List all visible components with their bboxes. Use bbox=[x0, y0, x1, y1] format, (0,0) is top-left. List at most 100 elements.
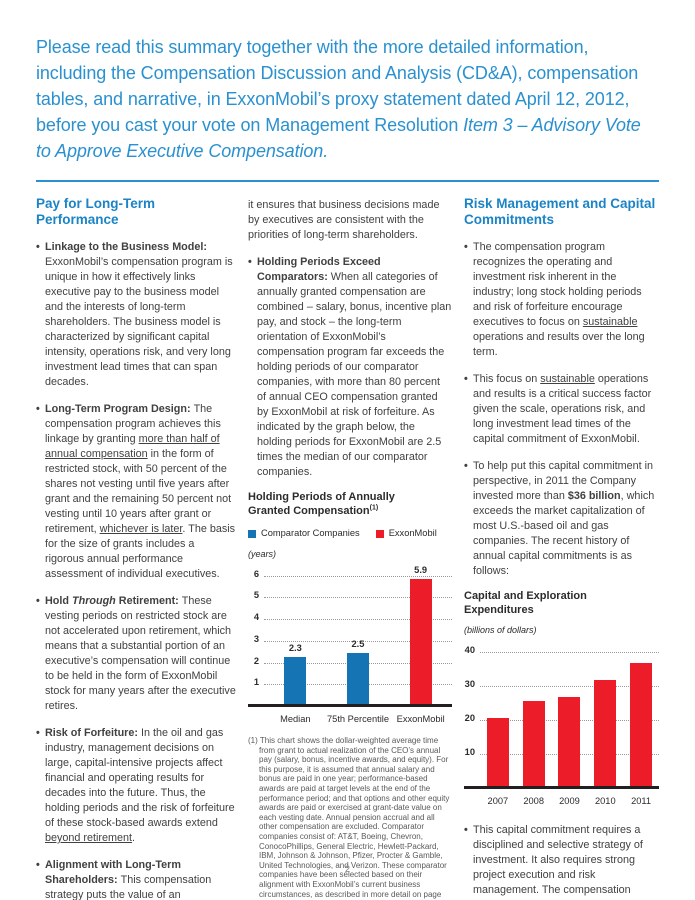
holding-periods-chart: Holding Periods of Annually Granted Comp… bbox=[248, 491, 452, 727]
bullet-marker: • bbox=[464, 241, 468, 253]
legend-label: Comparator Companies bbox=[261, 528, 360, 538]
y-tick-label: 30 bbox=[464, 679, 475, 690]
intro-paragraph: Please read this summary together with t… bbox=[36, 37, 641, 161]
continuation-paragraph: it ensures that business decisions made … bbox=[248, 199, 440, 241]
chart-plot-area: 10 20 30 40 bbox=[464, 643, 659, 789]
bar-group: 2.5 bbox=[346, 637, 369, 707]
bullet-marker: • bbox=[464, 373, 468, 385]
content-columns: Pay for Long-Term Performance • Linkage t… bbox=[36, 196, 659, 900]
legend-item: ExxonMobil bbox=[375, 526, 437, 541]
bullet-marker: • bbox=[36, 727, 40, 739]
x-axis-labels: Median 75th Percentile ExxonMobil bbox=[264, 712, 452, 727]
chart-title: Holding Periods of Annually Granted Comp… bbox=[248, 491, 403, 518]
bar bbox=[346, 652, 369, 707]
legend-swatch-icon bbox=[375, 529, 384, 538]
legend-item: Comparator Companies bbox=[248, 526, 360, 541]
y-tick-label: 4 bbox=[253, 612, 259, 623]
bullet-marker: • bbox=[464, 824, 468, 836]
bullet-marker: • bbox=[248, 256, 252, 268]
bullet-linkage-business-model: • Linkage to the Business Model: ExxonMob… bbox=[36, 240, 236, 390]
chart-plot-area: 1 2 3 4 5 6 2.3 2.5 5.9 bbox=[248, 565, 452, 707]
chart-unit-label: (billions of dollars) bbox=[464, 625, 537, 635]
bars: 2.3 2.5 5.9 bbox=[264, 565, 452, 707]
left-column-heading: Pay for Long-Term Performance bbox=[36, 196, 156, 227]
x-axis-labels: 2007 2008 2009 2010 2011 bbox=[480, 794, 659, 809]
y-tick-label: 5 bbox=[253, 590, 259, 601]
bullet-long-term-program-design: • Long-Term Program Design: The compensat… bbox=[36, 402, 236, 582]
bullet-text: Risk of Forfeiture: In the oil and gas i… bbox=[45, 727, 235, 844]
bullet-marker: • bbox=[36, 859, 40, 871]
bar-group bbox=[486, 717, 509, 789]
y-tick-label: 10 bbox=[464, 747, 475, 758]
chart-title-footnote-ref: (1) bbox=[369, 503, 379, 511]
bar bbox=[594, 680, 617, 789]
y-tick-label: 6 bbox=[253, 568, 259, 579]
bar bbox=[558, 697, 581, 789]
bar-value-label: 2.5 bbox=[351, 638, 365, 649]
y-tick-label: 40 bbox=[464, 645, 475, 656]
bar-group bbox=[630, 663, 653, 789]
bullet-hold-through-retirement: • Hold Through Retirement: These vesting … bbox=[36, 594, 236, 714]
bar-group bbox=[558, 697, 581, 789]
middle-column: it ensures that business decisions made … bbox=[248, 196, 452, 900]
bar-value-label: 2.3 bbox=[288, 643, 302, 654]
chart-title-text: Capital and Exploration Expenditures bbox=[464, 590, 587, 616]
bar bbox=[284, 657, 307, 707]
page-number: 2 bbox=[344, 864, 350, 874]
legend-label: ExxonMobil bbox=[388, 528, 437, 538]
bullet-text: Holding Periods Exceed Comparators: When… bbox=[257, 256, 452, 478]
bullet-marker: • bbox=[36, 403, 40, 415]
chart-title-text: Holding Periods of Annually Granted Comp… bbox=[248, 491, 395, 517]
x-axis-line bbox=[464, 786, 659, 789]
x-tick-label: 2009 bbox=[559, 796, 580, 806]
y-tick-label: 20 bbox=[464, 713, 475, 724]
bullet-program-recognizes-risk: • The compensation program recognizes the… bbox=[464, 240, 659, 360]
bar-group bbox=[594, 680, 617, 789]
grid-line bbox=[264, 575, 452, 577]
bar bbox=[486, 717, 509, 789]
bars bbox=[480, 643, 659, 789]
x-tick-label: Median bbox=[280, 714, 311, 724]
y-tick-label: 2 bbox=[253, 655, 259, 666]
grid-line bbox=[480, 652, 659, 654]
bullet-marker: • bbox=[36, 241, 40, 253]
bullet-risk-of-forfeiture: • Risk of Forfeiture: In the oil and gas … bbox=[36, 726, 236, 846]
bullet-text: Hold Through Retirement: These vesting p… bbox=[45, 595, 236, 712]
bar-group: 2.3 bbox=[284, 641, 307, 707]
bar-group bbox=[522, 700, 545, 789]
header-divider bbox=[36, 180, 659, 182]
grid-line bbox=[480, 686, 659, 688]
chart-unit-label: (years) bbox=[248, 549, 277, 559]
bar bbox=[630, 663, 653, 789]
y-axis-labels: 1 2 3 4 5 6 bbox=[248, 567, 264, 707]
y-axis-labels: 10 20 30 40 bbox=[464, 643, 480, 789]
bullet-capital-commitment-perspective: • To help put this capital commitment in … bbox=[464, 459, 659, 579]
chart-footnote: (1) This chart shows the dollar-weighted… bbox=[248, 736, 450, 900]
bullet-text: This focus on sustainable operations and… bbox=[473, 373, 652, 445]
bullet-sustainable-focus: • This focus on sustainable operations an… bbox=[464, 372, 659, 447]
bar-value-label: 5.9 bbox=[414, 564, 428, 575]
x-tick-label: ExxonMobil bbox=[396, 714, 445, 724]
chart-title: Capital and Exploration Expenditures bbox=[464, 590, 659, 617]
y-tick-label: 1 bbox=[253, 677, 259, 688]
bullet-text: To help put this capital commitment in p… bbox=[473, 460, 655, 577]
right-column: Risk Management and Capital Commitments … bbox=[464, 196, 659, 900]
grid-line bbox=[264, 640, 452, 642]
chart-legend: Comparator Companies ExxonMobil bbox=[248, 526, 452, 541]
bar-group: 5.9 bbox=[409, 563, 432, 707]
bar bbox=[409, 578, 432, 707]
bullet-text: This capital commitment requires a disci… bbox=[473, 824, 643, 900]
grid-line bbox=[264, 597, 452, 599]
bullet-marker: • bbox=[464, 460, 468, 472]
bullet-marker: • bbox=[36, 595, 40, 607]
x-axis-line bbox=[248, 704, 452, 707]
left-column: Pay for Long-Term Performance • Linkage t… bbox=[36, 196, 236, 900]
y-tick-label: 3 bbox=[253, 633, 259, 644]
grid-line bbox=[264, 619, 452, 621]
plot bbox=[480, 643, 659, 789]
x-tick-label: 2011 bbox=[631, 796, 652, 806]
bullet-holding-periods-exceed: • Holding Periods Exceed Comparators: Whe… bbox=[248, 255, 452, 480]
legend-swatch-icon bbox=[248, 529, 256, 538]
bar bbox=[522, 700, 545, 789]
